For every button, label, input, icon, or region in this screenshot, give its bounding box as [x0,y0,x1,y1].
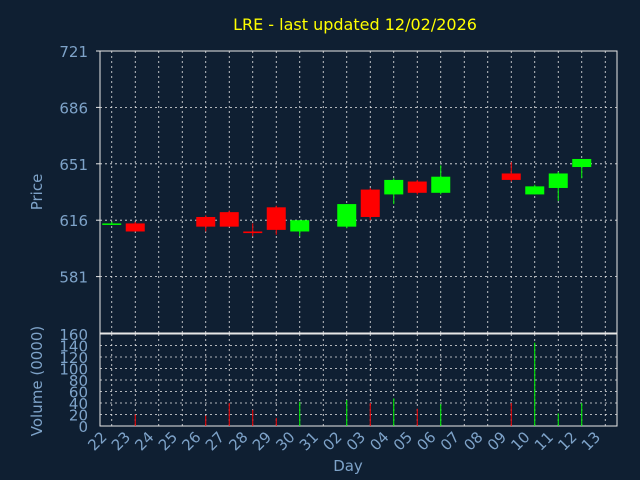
candle-body [431,176,451,193]
volume-axis-label: Volume (0000) [28,326,46,436]
candle-body [102,223,122,225]
volume-tick-label: 80 [69,372,88,390]
candle-body [548,173,568,188]
price-tick-label: 581 [59,269,88,287]
volume-tick-label: 120 [59,349,88,367]
volume-tick-label: 160 [59,326,88,344]
candle-body [525,186,545,195]
candle-body [501,173,521,180]
price-tick-label: 721 [59,43,88,61]
candle-body [125,223,145,232]
candle-body [360,189,380,217]
candle-body [384,179,404,195]
volume-tick-label: 60 [69,384,88,402]
chart-title: LRE - last updated 12/02/2026 [233,15,477,34]
volume-tick-label: 140 [59,338,88,356]
x-axis-label: Day [333,457,363,475]
volume-tick-label: 40 [69,395,88,413]
candle-body [407,181,427,193]
candle-body [290,220,310,232]
candle-body [337,204,357,227]
price-panel: 581 616 651 686 721 [59,43,618,334]
price-tick-label: 616 [59,212,88,230]
candle-body [266,207,286,230]
price-frame [99,50,618,334]
candle-body [572,158,592,168]
candle-body [219,212,239,227]
volume-tick-label: 20 [69,407,88,425]
price-tick-label: 686 [59,99,88,117]
candle-body [243,231,263,234]
volume-tick-label: 0 [78,418,88,436]
candle-body [196,216,216,227]
volume-tick-label: 100 [59,361,88,379]
price-axis-label: Price [28,174,46,211]
price-tick-label: 651 [59,156,88,174]
